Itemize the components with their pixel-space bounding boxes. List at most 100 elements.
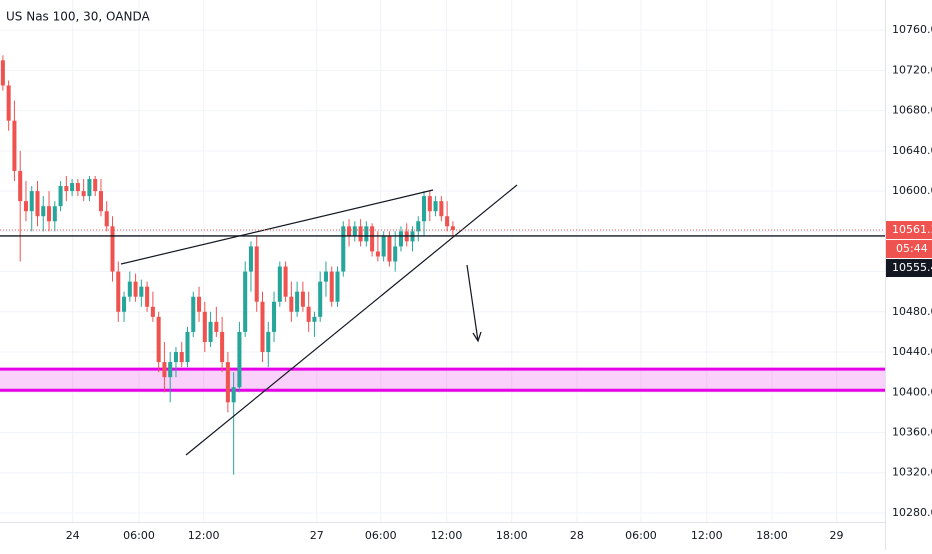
x-tick-label: 06:00: [365, 529, 397, 542]
x-tick-label: 29: [830, 529, 844, 542]
candle-body: [139, 286, 144, 297]
countdown-box: [886, 240, 932, 259]
candle-body: [127, 281, 132, 297]
candle-body: [214, 321, 219, 332]
x-tick-label: 18:00: [496, 529, 528, 542]
y-tick-label: 10760.0: [892, 23, 932, 36]
last-price-box: [886, 221, 932, 240]
candle-body: [225, 362, 230, 403]
candle-body: [47, 206, 52, 222]
y-tick-label: 10320.0: [892, 466, 932, 479]
x-tick-label: 18:00: [756, 529, 788, 542]
y-tick-label: 10400.0: [892, 385, 932, 398]
zone-fill: [0, 369, 885, 391]
countdown-label: 05:44: [896, 242, 928, 255]
candle-body: [347, 226, 352, 237]
candle-body: [12, 120, 17, 171]
x-tick-label: 24: [66, 529, 80, 542]
candle-body: [381, 236, 386, 257]
candle-body: [0, 60, 5, 86]
candle-body: [104, 211, 109, 227]
y-tick-label: 10480.0: [892, 305, 932, 318]
candle-body: [122, 296, 127, 312]
candle-body: [370, 226, 375, 252]
resistance-trendline: [120, 189, 434, 265]
line-price-box: [886, 259, 932, 278]
y-tick-label: 10680.0: [892, 104, 932, 117]
y-tick-label: 10440.0: [892, 345, 932, 358]
candle-body: [110, 226, 115, 272]
candle-body: [422, 196, 427, 222]
candle-body: [237, 331, 242, 388]
candle-body: [329, 271, 334, 302]
candle-body: [272, 301, 277, 332]
line-price-label: 10555.4: [892, 261, 932, 274]
candle-body: [197, 296, 202, 312]
candle-body: [364, 226, 369, 242]
candle-body: [318, 281, 323, 317]
candle-body: [64, 186, 69, 192]
candle-body: [375, 251, 380, 257]
x-tick-label: 12:00: [188, 529, 220, 542]
candle-body: [439, 201, 444, 217]
x-tick-label: 27: [310, 529, 324, 542]
candle-body: [191, 296, 196, 332]
y-tick-label: 10360.0: [892, 425, 932, 438]
candle-body: [81, 191, 86, 197]
candle-body: [29, 191, 34, 212]
candle-body: [289, 296, 294, 312]
candle-body: [150, 306, 155, 317]
chart-title: US Nas 100, 30, OANDA: [6, 10, 150, 24]
candle-body: [398, 231, 403, 247]
candle-body: [277, 266, 282, 302]
candle-body: [185, 331, 190, 363]
candle-body: [335, 271, 340, 302]
drawings: [120, 184, 518, 456]
candle-body: [341, 226, 346, 272]
arrow-head: [472, 331, 482, 343]
candle-body: [450, 226, 455, 231]
candle-body: [98, 191, 103, 212]
x-tick-label: 12:00: [431, 529, 463, 542]
last-price-label: 10561.3: [892, 223, 932, 236]
candle-body: [58, 186, 63, 207]
candle-body: [41, 206, 46, 217]
candle-body: [260, 301, 265, 353]
candle-body: [202, 311, 207, 342]
candle-body: [300, 291, 305, 307]
candle-body: [173, 352, 178, 363]
candle-body: [254, 246, 259, 302]
y-tick-label: 10720.0: [892, 63, 932, 76]
x-tick-label: 28: [570, 529, 584, 542]
candle-body: [306, 306, 311, 322]
candle-body: [156, 316, 161, 363]
x-tick-label: 06:00: [625, 529, 657, 542]
candle-body: [312, 316, 317, 322]
candle-body: [248, 246, 253, 272]
candle-body: [6, 85, 11, 121]
x-tick-label: 06:00: [123, 529, 155, 542]
candle-body: [179, 352, 184, 363]
candle-body: [52, 206, 57, 222]
candle-body: [145, 286, 150, 307]
x-tick-label: 12:00: [691, 529, 723, 542]
candle-body: [208, 321, 213, 342]
candle-body: [393, 246, 398, 262]
support-trendline: [185, 184, 518, 456]
candle-body: [93, 179, 98, 192]
candle-body: [18, 170, 23, 202]
candle-body: [283, 266, 288, 297]
y-tick-label: 10280.0: [892, 506, 932, 519]
candle-body: [445, 216, 450, 227]
candle-body: [387, 236, 392, 262]
candle-body: [133, 281, 138, 297]
candle-body: [266, 331, 271, 353]
candle-body: [70, 183, 75, 192]
arrow-shaft: [466, 264, 479, 342]
candle-body: [23, 201, 28, 212]
candle-body: [168, 362, 173, 378]
candle-body: [433, 201, 438, 212]
candle-body: [323, 271, 328, 282]
